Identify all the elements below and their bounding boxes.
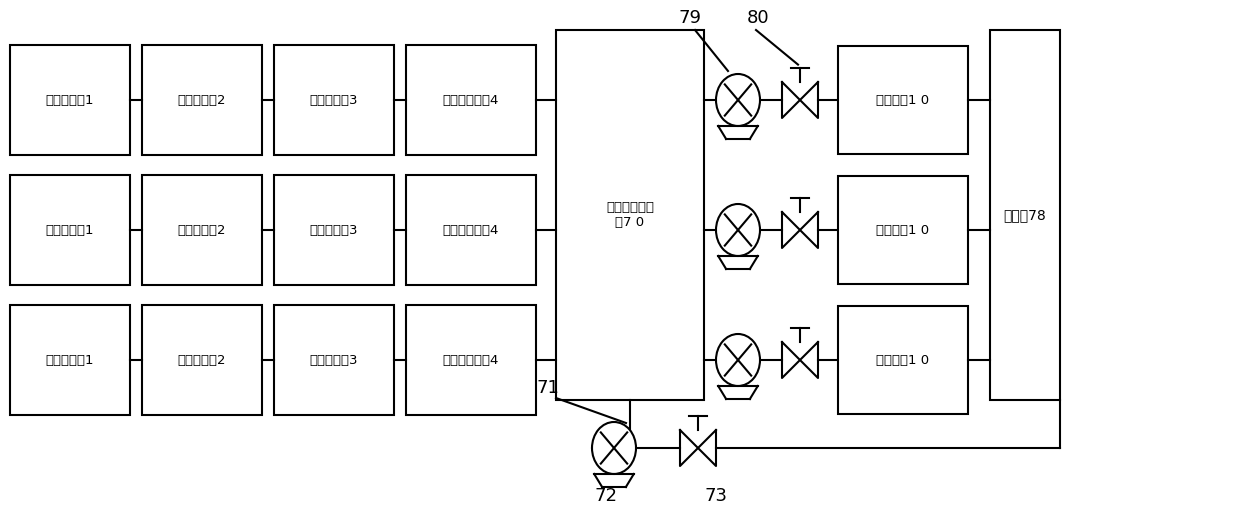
- Text: 矿井水处理机
构7 0: 矿井水处理机 构7 0: [606, 201, 653, 229]
- Text: 内环污水扣2: 内环污水扣2: [177, 353, 226, 367]
- Bar: [10, 305, 130, 415]
- Text: 出水水扣1 0: 出水水扣1 0: [877, 224, 930, 237]
- Bar: [990, 30, 1060, 400]
- Text: 72: 72: [594, 487, 618, 505]
- Bar: [405, 45, 536, 155]
- Text: 水处理分水扣4: 水处理分水扣4: [443, 353, 500, 367]
- Bar: [556, 30, 704, 400]
- Bar: [143, 45, 262, 155]
- Bar: [838, 46, 968, 154]
- Text: 80: 80: [746, 9, 769, 27]
- Text: 内环污水扣2: 内环污水扣2: [177, 94, 226, 106]
- Bar: [143, 175, 262, 285]
- Ellipse shape: [591, 422, 636, 474]
- Text: 71: 71: [537, 379, 559, 397]
- Text: 内环污水扣2: 内环污水扣2: [177, 224, 226, 237]
- Text: 73: 73: [704, 487, 728, 505]
- Text: 出水水扣1 0: 出水水扣1 0: [877, 353, 930, 367]
- Text: 79: 79: [678, 9, 702, 27]
- Ellipse shape: [715, 334, 760, 386]
- Text: 外环污水扣3: 外环污水扣3: [310, 94, 358, 106]
- Ellipse shape: [715, 74, 760, 126]
- Bar: [838, 306, 968, 414]
- Text: 水处理分水扣4: 水处理分水扣4: [443, 224, 500, 237]
- Bar: [10, 45, 130, 155]
- Text: 出水水扣1 0: 出水水扣1 0: [877, 94, 930, 106]
- Text: 外环污水扣3: 外环污水扣3: [310, 353, 358, 367]
- Text: 储水扣78: 储水扣78: [1003, 208, 1047, 222]
- Bar: [10, 175, 130, 285]
- Ellipse shape: [715, 204, 760, 256]
- Bar: [274, 305, 394, 415]
- Text: 水沙分离桨1: 水沙分离桨1: [46, 353, 94, 367]
- Bar: [405, 305, 536, 415]
- Bar: [143, 305, 262, 415]
- Bar: [274, 45, 394, 155]
- Bar: [405, 175, 536, 285]
- Text: 外环污水扣3: 外环污水扣3: [310, 224, 358, 237]
- Text: 水处理分水扣4: 水处理分水扣4: [443, 94, 500, 106]
- Bar: [274, 175, 394, 285]
- Bar: [838, 176, 968, 284]
- Text: 水沙分离桨1: 水沙分离桨1: [46, 94, 94, 106]
- Text: 水沙分离桨1: 水沙分离桨1: [46, 224, 94, 237]
